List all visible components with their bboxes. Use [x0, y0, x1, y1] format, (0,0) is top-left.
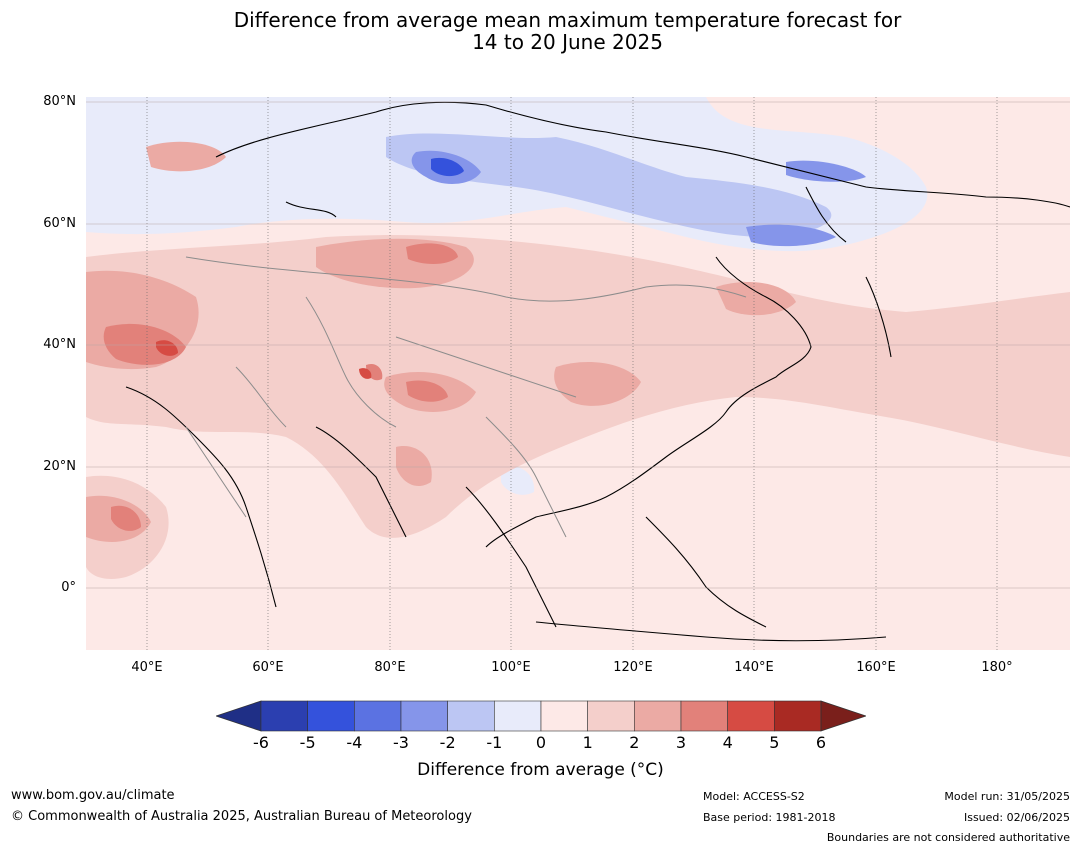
lon-label-120e: 120°E — [613, 660, 653, 675]
warm-region-east-china — [554, 362, 641, 406]
warm-region-manchuria — [716, 282, 796, 316]
colorbar-cell — [354, 700, 402, 732]
colorbar-tick-label: -3 — [393, 733, 409, 752]
lat-label-20n: 20°N — [43, 459, 76, 474]
cool-patch-northeast — [786, 160, 866, 182]
cool-peak-west-siberia — [431, 157, 464, 177]
footer-disclaimer: Boundaries are not considered authoritat… — [826, 831, 1070, 844]
colorbar-cell — [540, 700, 588, 732]
colorbar-cell — [634, 700, 682, 732]
map-svg — [86, 97, 1070, 650]
colorbar-tick-label: 1 — [582, 733, 593, 752]
warm-core-tibet — [406, 380, 448, 402]
warm-region-bangladesh — [396, 446, 432, 487]
graticule — [86, 97, 1070, 650]
colorbar — [216, 700, 866, 732]
colorbar-tick-label: 5 — [769, 733, 780, 752]
colorbar-cell — [400, 700, 448, 732]
colorbar-title: Difference from average (°C) — [417, 760, 664, 780]
title-line-2: 14 to 20 June 2025 — [472, 30, 663, 54]
colorbar-tick-label: -5 — [299, 733, 316, 752]
warm-region-scandinavia-east — [146, 141, 226, 172]
colorbar-cell — [774, 700, 822, 732]
footer-issued: Issued: 02/06/2025 — [963, 811, 1070, 824]
title-line-1: Difference from average mean maximum tem… — [233, 8, 902, 32]
colorbar-cell — [727, 700, 775, 732]
lon-label-60e: 60°E — [252, 660, 284, 675]
footer-model-run: Model run: 31/05/2025 — [944, 790, 1070, 803]
footer-base-period: Base period: 1981-2018 — [703, 811, 836, 824]
colorbar-cell — [447, 700, 495, 732]
colorbar-tick-label: 0 — [535, 733, 547, 752]
lat-label-0: 0° — [61, 580, 76, 595]
colorbar-tick-label: -4 — [346, 733, 363, 752]
lat-label-80n: 80°N — [43, 94, 76, 109]
warm-peak-karakoram — [359, 368, 372, 379]
colorbar-tick-label: 2 — [629, 733, 640, 752]
lat-label-60n: 60°N — [43, 216, 76, 231]
lon-label-180: 180° — [981, 660, 1013, 675]
colorbar-cell — [307, 700, 355, 732]
colorbar-tick-label: 3 — [675, 733, 687, 752]
colorbar-extend-high — [820, 700, 866, 732]
footer-copyright: © Commonwealth of Australia 2025, Austra… — [11, 809, 472, 824]
colorbar-cells — [216, 700, 866, 732]
map-title: Difference from average mean maximum tem… — [0, 9, 1081, 53]
colorbar-tick-label: -1 — [486, 733, 503, 752]
footer-model: Model: ACCESS-S2 — [703, 790, 805, 803]
footer-website: www.bom.gov.au/climate — [11, 788, 175, 803]
colorbar-extend-low — [216, 700, 262, 732]
colorbar-tick-label: 6 — [815, 733, 827, 752]
country-boundaries — [185, 256, 747, 538]
colorbar-cell — [260, 700, 308, 732]
coastlines — [125, 101, 1070, 642]
lon-label-80e: 80°E — [374, 660, 406, 675]
colorbar-cell — [680, 700, 728, 732]
colorbar-tick-label: -2 — [439, 733, 456, 752]
colorbar-cell — [494, 700, 542, 732]
colorbar-cell — [587, 700, 635, 732]
colorbar-tick-label: 4 — [722, 733, 733, 752]
warm-core-ethiopia — [111, 505, 141, 531]
colorbar-tick-label: -6 — [253, 733, 269, 752]
forecast-map — [86, 97, 1070, 650]
cool-core-east-siberia — [746, 224, 836, 247]
warm-core-kazakhstan — [406, 243, 458, 264]
lon-label-160e: 160°E — [856, 660, 896, 675]
cool-patch-indochina — [501, 465, 535, 495]
lon-label-140e: 140°E — [734, 660, 774, 675]
cool-region-central-siberia — [386, 133, 832, 237]
lat-label-40n: 40°N — [43, 337, 76, 352]
lon-label-40e: 40°E — [131, 660, 163, 675]
lon-label-100e: 100°E — [491, 660, 531, 675]
warm-peak-caspian — [156, 340, 178, 356]
